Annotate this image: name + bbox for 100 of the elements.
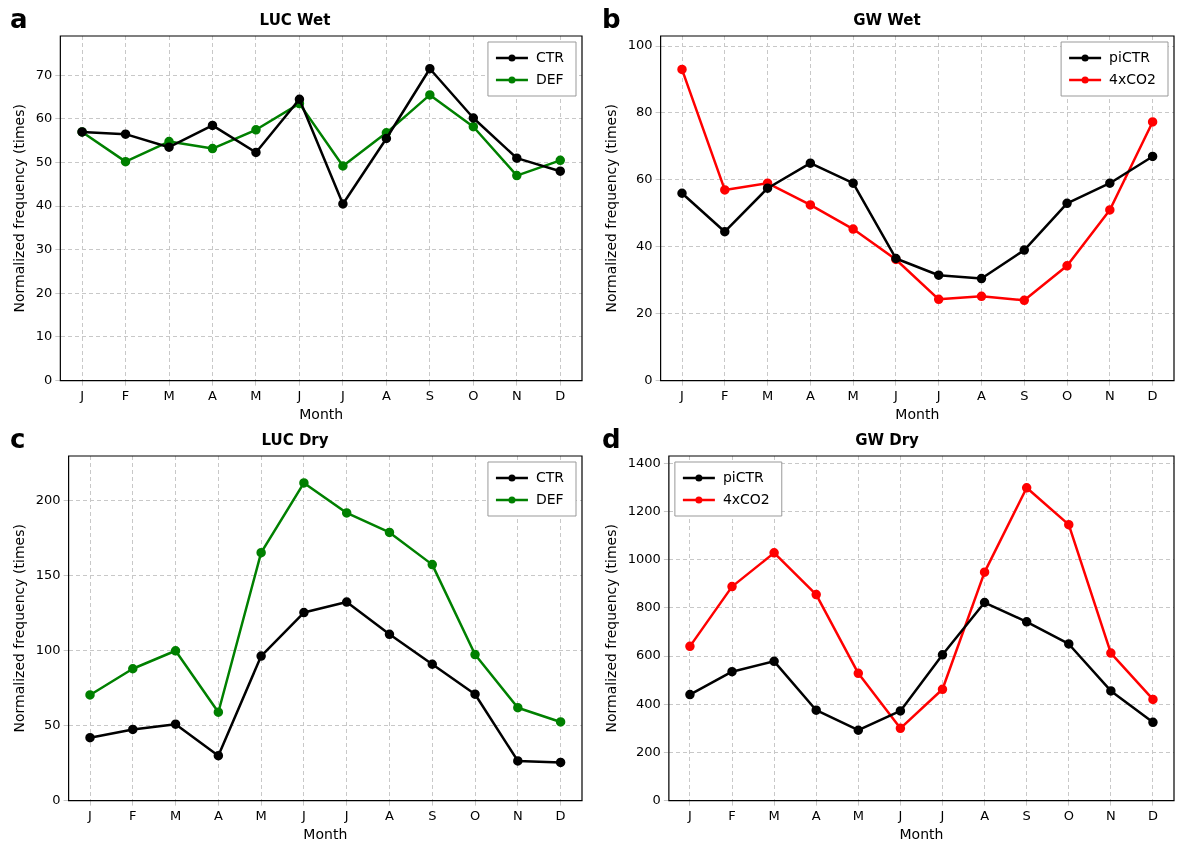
point [164, 142, 174, 152]
point [727, 581, 737, 592]
point [470, 649, 480, 660]
point [685, 641, 695, 652]
y-axis-title: Normalized frequency (times) [603, 104, 620, 313]
point [513, 756, 523, 766]
x-tick-label: M [250, 387, 262, 403]
x-tick-label: M [852, 807, 864, 823]
point [1021, 483, 1032, 493]
point [853, 725, 864, 735]
point [1019, 245, 1030, 255]
x-tick-label: M [768, 807, 780, 823]
point [805, 200, 816, 210]
y-tick-label: 0 [44, 371, 53, 387]
x-axis-title: Month [899, 826, 944, 843]
x-tick-label: J [935, 387, 941, 403]
y-tick-label: 80 [636, 104, 653, 120]
point [1148, 694, 1158, 705]
x-tick-label: A [980, 807, 990, 823]
x-tick-label: A [213, 807, 223, 823]
point [427, 659, 438, 670]
point [512, 170, 522, 181]
x-axis-title: Month [303, 826, 348, 843]
y-tick-label: 1000 [627, 551, 661, 566]
x-tick-label: O [469, 807, 481, 823]
x-tick-label: J [679, 387, 684, 403]
point [128, 664, 138, 674]
x-axis-title: Month [299, 406, 344, 423]
x-tick-label: M [847, 387, 859, 403]
point [1019, 295, 1030, 306]
point [427, 559, 438, 570]
point [555, 757, 566, 768]
legend-label: DEF [535, 490, 564, 507]
point [933, 294, 944, 305]
x-tick-label: M [255, 807, 267, 823]
y-tick-label: 400 [636, 695, 661, 711]
x-tick-label: D [555, 387, 566, 403]
text: b [602, 4, 621, 34]
point [1148, 717, 1158, 728]
point [720, 226, 730, 237]
y-axis-title: Normalized frequency (times) [11, 104, 28, 313]
y-tick-label: 1200 [627, 502, 661, 518]
y-tick-label: 40 [636, 238, 653, 254]
point [895, 723, 906, 734]
point [677, 188, 687, 198]
point [805, 158, 816, 168]
legend-label: piCTR [1109, 48, 1151, 65]
x-tick-label: N [511, 387, 522, 403]
y-axis-title: Normalized frequency (times) [11, 524, 28, 733]
point [762, 183, 773, 193]
chart-title: LUC Dry [261, 430, 329, 449]
point [848, 178, 858, 188]
point [128, 724, 138, 735]
x-tick-label: J [939, 807, 945, 823]
legend-label: CTR [535, 468, 565, 485]
x-tick-label: F [721, 387, 729, 403]
x-axis-title: Month [895, 406, 940, 423]
point [207, 143, 218, 154]
point [937, 650, 948, 660]
x-tick-label: M [169, 807, 182, 823]
legend-label: piCTR [722, 468, 764, 485]
point [555, 166, 566, 176]
x-tick-label: N [512, 807, 523, 823]
point [1105, 178, 1115, 188]
x-tick-label: N [1104, 387, 1115, 403]
y-tick-label: 200 [35, 492, 61, 508]
point [299, 607, 309, 618]
point [341, 508, 352, 518]
x-tick-label: J [300, 807, 306, 823]
point [384, 629, 395, 640]
point [256, 547, 266, 558]
point [213, 750, 224, 761]
text: c [10, 424, 26, 454]
y-axis-title: Normalized frequency (times) [603, 524, 620, 733]
y-tick-label: 800 [636, 599, 661, 615]
y-tick-label: 50 [44, 717, 61, 733]
point [848, 224, 858, 234]
y-tick-label: 50 [35, 153, 53, 169]
legend-label: DEF [535, 70, 564, 87]
point [769, 548, 779, 558]
y-tick-label: 0 [52, 791, 61, 807]
point [720, 185, 730, 195]
point [979, 597, 990, 608]
point [207, 120, 218, 131]
point [120, 129, 131, 139]
chart-title: GW Wet [853, 10, 921, 29]
point [555, 717, 566, 727]
point [1021, 617, 1032, 627]
x-tick-label: D [1147, 807, 1158, 823]
x-tick-label: J [687, 807, 692, 823]
point [976, 273, 987, 284]
x-tick-label: S [1020, 387, 1029, 403]
point [1062, 261, 1072, 271]
y-tick-label: 0 [652, 791, 661, 807]
x-tick-label: F [121, 387, 130, 403]
x-tick-label: F [129, 807, 137, 823]
x-tick-label: J [79, 387, 84, 403]
point [1062, 198, 1072, 209]
y-tick-label: 70 [35, 66, 53, 82]
point [727, 666, 737, 677]
